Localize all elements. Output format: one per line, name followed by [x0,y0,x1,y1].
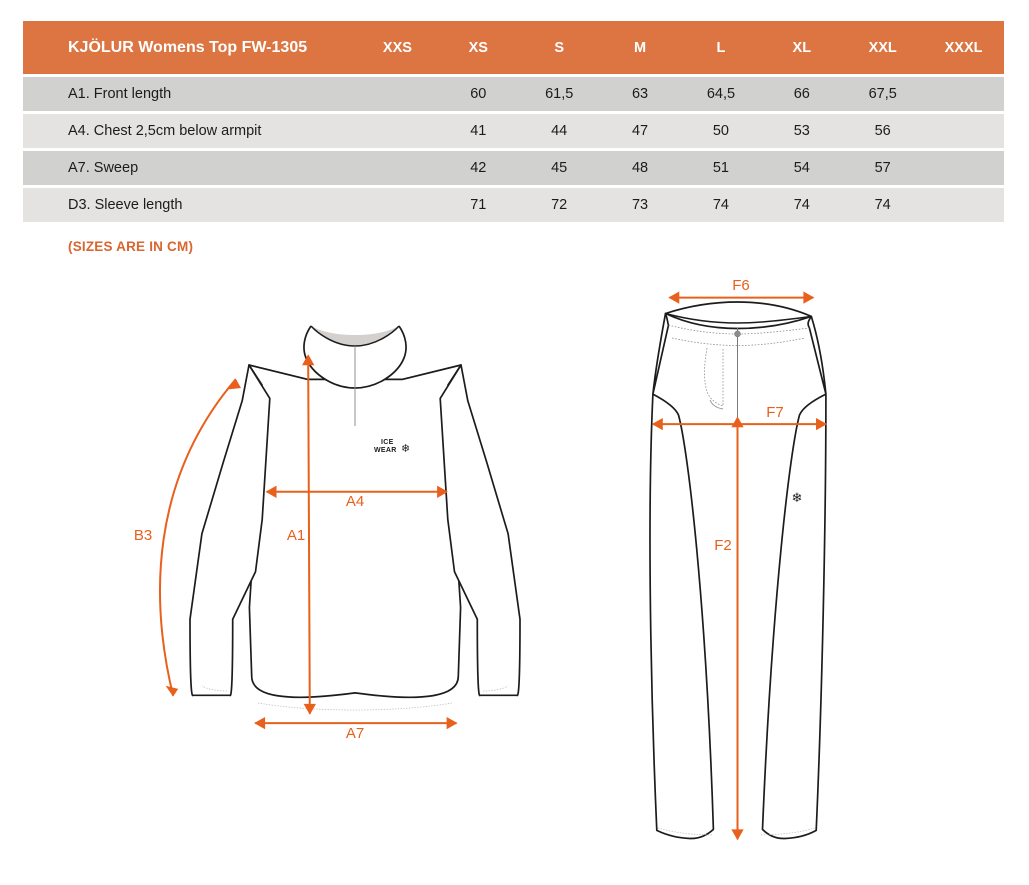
svg-text:❄: ❄ [792,490,803,505]
svg-text:F2: F2 [714,537,732,554]
svg-text:❄: ❄ [401,443,410,455]
svg-text:ICE: ICE [381,439,394,446]
svg-text:A4: A4 [346,493,364,510]
svg-text:WEAR: WEAR [374,447,397,454]
svg-text:F7: F7 [766,404,784,421]
svg-text:B3: B3 [134,527,152,544]
svg-text:F6: F6 [732,277,750,294]
svg-text:A7: A7 [346,725,364,742]
svg-text:A1: A1 [287,527,305,544]
